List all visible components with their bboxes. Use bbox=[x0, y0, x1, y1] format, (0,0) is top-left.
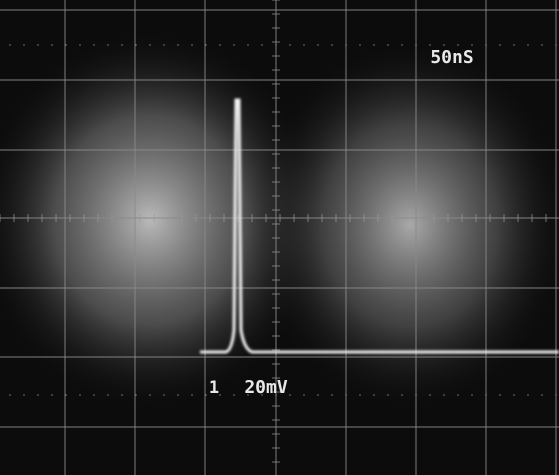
waveform-trace bbox=[200, 98, 559, 354]
channel-readout: 1 bbox=[209, 378, 219, 398]
timebase-readout: 50nS bbox=[430, 47, 473, 68]
glow bbox=[0, 30, 325, 410]
volts-readout: 20mV bbox=[244, 377, 288, 398]
glow bbox=[250, 40, 559, 410]
